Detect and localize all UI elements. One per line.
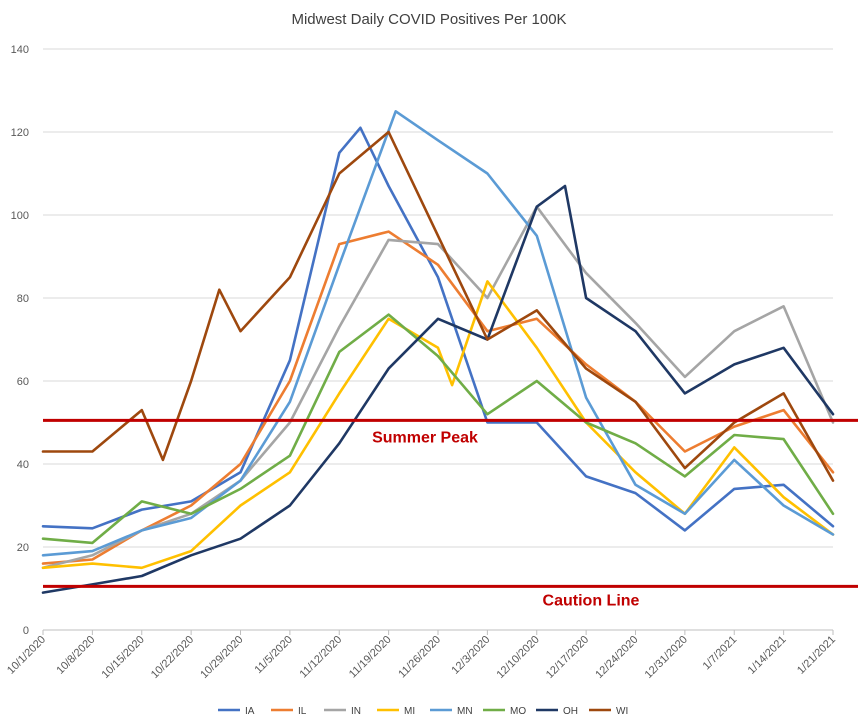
series-line-il xyxy=(41,230,835,565)
y-tick-label-7: 140 xyxy=(11,44,29,56)
y-axis: 0 20 40 60 80 100 120 140 xyxy=(11,44,29,637)
y-tick-label-5: 100 xyxy=(11,210,29,222)
x-tick-label-7: 11/19/2020 xyxy=(347,634,394,681)
x-tick-label-0: 10/1/2020 xyxy=(5,634,48,677)
series-line-wi xyxy=(41,130,835,482)
legend-label-mo: MO xyxy=(510,706,526,717)
x-tick-label-12: 12/24/2020 xyxy=(593,634,640,681)
series-line-mo xyxy=(41,313,835,545)
chart-title: Midwest Daily COVID Positives Per 100K xyxy=(291,11,566,28)
reference-lines: Summer Peak Caution Line xyxy=(43,418,858,609)
y-tick-label-0: 0 xyxy=(23,625,29,637)
y-tick-label-4: 80 xyxy=(17,293,29,305)
reference-label-0: Summer Peak xyxy=(372,429,478,446)
legend-label-oh: OH xyxy=(563,706,578,717)
x-tick-label-8: 11/26/2020 xyxy=(396,634,443,681)
series-line-oh xyxy=(41,184,835,594)
legend-label-wi: WI xyxy=(616,706,628,717)
legend-label-il: IL xyxy=(298,706,307,717)
legend-label-mi: MI xyxy=(404,706,415,717)
x-tick-label-6: 11/12/2020 xyxy=(298,634,345,681)
y-tick-label-3: 60 xyxy=(17,376,29,388)
legend-label-in: IN xyxy=(351,706,361,717)
series-group xyxy=(41,110,835,594)
x-tick-label-16: 1/21/2021 xyxy=(795,634,838,677)
x-tick-label-11: 12/17/2020 xyxy=(544,634,591,681)
x-tick-label-15: 1/14/2021 xyxy=(746,634,789,677)
x-tick-label-4: 10/29/2020 xyxy=(198,634,245,681)
reference-label-1: Caution Line xyxy=(543,592,640,609)
legend: IA IL IN MI MN MO OH WI xyxy=(218,706,628,717)
y-tick-label-1: 20 xyxy=(17,542,29,554)
x-tick-label-5: 11/5/2020 xyxy=(252,634,295,677)
series-line-in xyxy=(41,205,835,570)
series-line-mi xyxy=(41,280,835,570)
series-line-mn xyxy=(41,110,835,557)
x-axis: 10/1/2020 10/8/2020 10/15/2020 10/22/2020 10… xyxy=(5,630,838,681)
x-tick-label-1: 10/8/2020 xyxy=(54,634,97,677)
x-tick-label-2: 10/15/2020 xyxy=(99,634,146,681)
x-tick-label-14: 1/7/2021 xyxy=(701,634,740,673)
legend-label-ia: IA xyxy=(245,706,255,717)
x-tick-label-9: 12/3/2020 xyxy=(449,634,492,677)
grid xyxy=(43,48,833,631)
x-tick-label-3: 10/22/2020 xyxy=(149,634,196,681)
legend-label-mn: MN xyxy=(457,706,473,717)
x-tick-label-10: 12/10/2020 xyxy=(494,634,541,681)
y-tick-label-2: 40 xyxy=(17,459,29,471)
series-line-ia xyxy=(41,126,835,532)
y-tick-label-6: 120 xyxy=(11,127,29,139)
x-tick-label-13: 12/31/2020 xyxy=(643,634,690,681)
